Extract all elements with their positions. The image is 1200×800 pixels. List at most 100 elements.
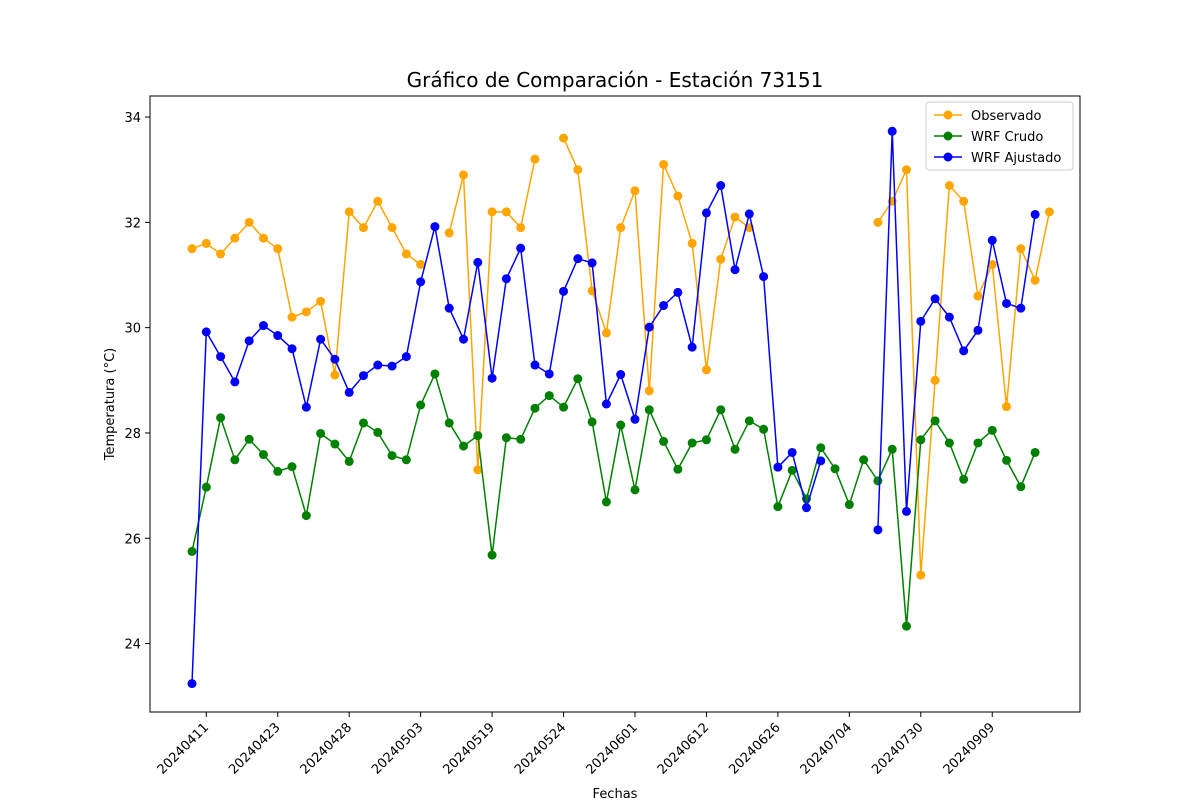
data-point xyxy=(287,344,297,354)
y-tick-label: 24 xyxy=(124,638,141,653)
data-point xyxy=(973,325,983,335)
y-axis: 24 26 28 30 32 34 xyxy=(124,111,150,653)
data-point xyxy=(773,502,783,512)
data-point xyxy=(987,425,997,435)
data-point xyxy=(516,223,526,233)
data-point xyxy=(473,257,483,267)
chart-title: Gráfico de Comparación - Estación 73151 xyxy=(407,68,824,92)
data-point xyxy=(258,450,268,460)
data-point xyxy=(201,482,211,492)
data-point xyxy=(330,370,340,380)
x-tick-label: 20240428 xyxy=(298,720,355,777)
data-point xyxy=(430,222,440,232)
data-point xyxy=(487,207,497,217)
data-point xyxy=(644,322,654,332)
data-point xyxy=(459,441,469,451)
data-point xyxy=(616,370,626,380)
data-point xyxy=(473,431,483,441)
data-point xyxy=(930,375,940,385)
data-point xyxy=(316,334,326,344)
data-point xyxy=(344,207,354,217)
data-point xyxy=(616,223,626,233)
data-point xyxy=(444,228,454,238)
data-point xyxy=(416,259,426,269)
data-point xyxy=(601,399,611,409)
x-tick-label: 20240519 xyxy=(441,720,498,777)
data-point xyxy=(959,196,969,206)
data-point xyxy=(973,438,983,448)
data-point xyxy=(473,465,483,475)
data-point xyxy=(187,679,197,689)
data-point xyxy=(616,420,626,430)
legend-item: WRF Crudo xyxy=(934,130,1043,145)
legend-marker xyxy=(943,152,953,162)
data-point xyxy=(516,243,526,253)
legend-label: WRF Crudo xyxy=(971,130,1043,145)
y-tick-label: 30 xyxy=(124,322,141,337)
data-point xyxy=(859,455,869,465)
data-point xyxy=(773,462,783,472)
data-point xyxy=(630,485,640,495)
legend-item: Observado xyxy=(934,109,1042,124)
data-point xyxy=(601,328,611,338)
data-point xyxy=(716,405,726,415)
data-point xyxy=(501,433,511,443)
data-point xyxy=(487,373,497,383)
data-point xyxy=(930,294,940,304)
data-point xyxy=(344,387,354,397)
data-point xyxy=(1016,244,1026,254)
x-tick-label: 20240411 xyxy=(155,720,212,777)
data-point xyxy=(373,427,383,437)
x-axis: 20240411 20240423 20240428 20240503 20240519… xyxy=(155,712,998,778)
data-point xyxy=(273,244,283,254)
plot-area xyxy=(149,95,1081,713)
data-point xyxy=(316,428,326,438)
data-point xyxy=(1030,447,1040,457)
y-tick-label: 28 xyxy=(124,427,141,442)
data-point xyxy=(530,360,540,370)
data-point xyxy=(230,377,240,387)
data-point xyxy=(759,424,769,434)
data-point xyxy=(701,435,711,445)
data-point xyxy=(516,434,526,444)
data-point xyxy=(201,327,211,337)
x-tick-label: 20240612 xyxy=(655,720,712,777)
data-point xyxy=(230,233,240,243)
data-point xyxy=(873,476,883,486)
series-layer xyxy=(187,126,1054,689)
data-point xyxy=(244,217,254,227)
data-point xyxy=(644,386,654,396)
data-point xyxy=(730,265,740,275)
data-point xyxy=(301,307,311,317)
data-point xyxy=(944,312,954,322)
data-point xyxy=(559,133,569,143)
data-point xyxy=(358,223,368,233)
y-tick-label: 34 xyxy=(124,111,141,126)
data-point xyxy=(373,360,383,370)
data-point xyxy=(358,371,368,381)
data-point xyxy=(530,403,540,413)
data-point xyxy=(816,443,826,453)
y-tick-label: 32 xyxy=(124,216,141,231)
data-point xyxy=(416,277,426,287)
x-tick-label: 20240704 xyxy=(798,720,855,777)
data-point xyxy=(530,154,540,164)
data-point xyxy=(387,361,397,371)
data-point xyxy=(187,244,197,254)
data-point xyxy=(216,352,226,362)
data-point xyxy=(573,165,583,175)
x-tick-label: 20240730 xyxy=(869,720,926,777)
data-point xyxy=(902,621,911,631)
data-point xyxy=(387,223,397,233)
legend-label: Observado xyxy=(971,109,1042,124)
data-point xyxy=(501,274,511,284)
x-tick-label: 20240601 xyxy=(583,720,640,777)
data-point xyxy=(201,238,211,248)
data-point xyxy=(216,249,226,259)
data-point xyxy=(587,258,597,268)
data-point xyxy=(959,346,969,356)
data-point xyxy=(844,500,854,510)
data-point xyxy=(873,217,883,227)
data-point xyxy=(659,436,669,446)
